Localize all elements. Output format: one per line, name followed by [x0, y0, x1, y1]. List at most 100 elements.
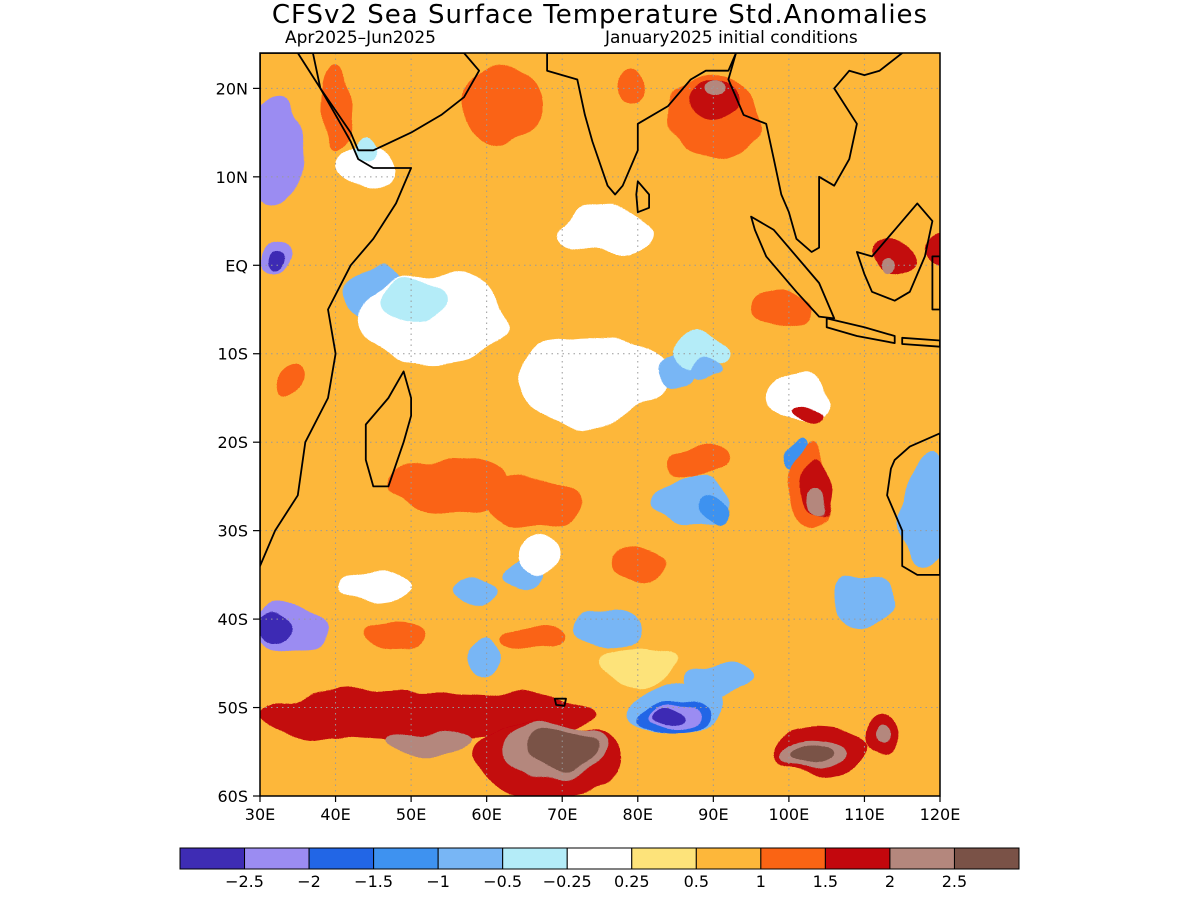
anomaly-region — [335, 145, 396, 191]
colorbar-swatch — [824, 847, 891, 870]
colorbar-label: 0.25 — [614, 872, 650, 891]
lat-tick-label: 10S — [217, 345, 248, 364]
anomaly-region — [702, 75, 725, 93]
colorbar-label: −0.5 — [483, 872, 522, 891]
colorbar-swatch — [373, 847, 439, 870]
colorbar-label: −1 — [426, 872, 450, 891]
coastline-java — [825, 317, 896, 345]
anomaly-region — [335, 566, 412, 602]
lat-tick-label: 20S — [217, 433, 248, 452]
colorbar-swatch — [179, 847, 246, 870]
anomaly-region — [607, 548, 668, 584]
colorbar-swatch — [566, 847, 633, 870]
colorbar-swatch — [889, 847, 955, 870]
anomaly-region — [788, 406, 820, 425]
coastline-arabia — [296, 53, 481, 152]
colorbar-label: 0.5 — [684, 872, 709, 891]
map-plot-area — [260, 53, 940, 796]
initial-conditions-label: January2025 initial conditions — [605, 28, 858, 48]
colorbar: −2.5 −2 −1.5 −1 −0.5 −0.25 0.25 0.5 1 1.5 2 2.5 — [179, 847, 1020, 891]
map-title: CFSv2 Sea Surface Temperature Std.Anomal… — [271, 0, 929, 30]
anomaly-region — [260, 612, 294, 644]
anomaly-region — [872, 238, 918, 275]
anomaly-region — [516, 336, 668, 425]
lon-tick-label: 40E — [320, 805, 350, 824]
colorbar-swatch — [760, 847, 826, 870]
anomaly-region — [562, 207, 653, 253]
forecast-period: Apr2025–Jun2025 — [285, 28, 436, 48]
coastlines — [260, 53, 940, 707]
coastline-srilanka — [635, 180, 650, 214]
colorbar-swatch — [437, 847, 504, 870]
coastline-sulawesi — [931, 255, 940, 311]
anomaly-region — [812, 490, 826, 518]
anomaly-region — [600, 645, 676, 682]
colorbar-label: −0.25 — [543, 872, 592, 891]
anomaly-region — [870, 723, 889, 745]
anomaly-region — [834, 574, 895, 628]
lat-tick-label: EQ — [225, 256, 248, 275]
grid-lines — [260, 53, 940, 796]
coastline-australia — [886, 432, 940, 576]
anomaly-region — [486, 477, 578, 531]
lon-tick-label: 100E — [769, 805, 810, 824]
anomaly-region — [655, 707, 681, 726]
colorbar-swatch — [953, 847, 1020, 870]
lat-tick-label: 40S — [217, 610, 248, 629]
coastline-nusa — [901, 336, 940, 348]
anomaly-region — [902, 451, 940, 575]
lat-tick-label: 20N — [216, 79, 248, 98]
anomaly-region — [501, 623, 563, 651]
lat-tick-label: 30S — [217, 522, 248, 541]
lon-tick-label: 70E — [547, 805, 577, 824]
anomaly-region — [260, 97, 306, 204]
anomaly-region — [260, 689, 593, 743]
coastline-madagascar — [364, 370, 413, 488]
colorbar-swatch — [631, 847, 697, 870]
colorbar-swatch — [244, 847, 310, 870]
anomaly-region — [267, 250, 283, 272]
colorbar-label: −2.5 — [225, 872, 264, 891]
anomaly-region — [365, 623, 427, 651]
colorbar-label: −2 — [297, 872, 321, 891]
anomaly-region — [516, 539, 563, 575]
lat-tick-label: 10N — [216, 168, 248, 187]
colorbar-swatch — [502, 847, 568, 870]
anomaly-region — [690, 362, 721, 381]
colorbar-label: −1.5 — [354, 872, 393, 891]
lon-tick-label: 110E — [844, 805, 885, 824]
colorbar-swatch — [308, 847, 375, 870]
anomaly-region — [751, 291, 812, 328]
lon-tick-label: 80E — [623, 805, 653, 824]
anomaly-region — [698, 499, 729, 527]
coastline-indochina — [727, 53, 904, 253]
lon-tick-label: 90E — [698, 805, 728, 824]
anomaly-region — [448, 579, 495, 606]
coastline-india — [546, 53, 737, 196]
anomaly-region — [380, 729, 472, 757]
anomaly-region — [792, 745, 831, 767]
colorbar-swatch — [695, 847, 762, 870]
anomaly-region — [569, 610, 646, 646]
lat-tick-label: 60S — [217, 787, 248, 806]
map-frame — [259, 52, 941, 797]
colorbar-label: 1.5 — [813, 872, 838, 891]
anomaly-region — [668, 442, 729, 478]
coastline-borneo — [856, 202, 934, 302]
anomaly-region — [805, 455, 833, 518]
colorbar-label: 2 — [885, 872, 895, 891]
anomaly-region — [464, 61, 540, 151]
lon-tick-label: 60E — [471, 805, 501, 824]
anomaly-region — [275, 362, 306, 398]
coastline-kerguelen — [553, 697, 567, 707]
colorbar-label: 2.5 — [942, 872, 967, 891]
colorbar-label: 1 — [756, 872, 766, 891]
anomaly-region — [388, 459, 510, 513]
anomaly-region — [471, 636, 502, 673]
lon-tick-label: 50E — [396, 805, 426, 824]
lat-tick-label: 50S — [217, 699, 248, 718]
coastline-africa — [260, 53, 413, 567]
lon-tick-label: 30E — [245, 805, 275, 824]
